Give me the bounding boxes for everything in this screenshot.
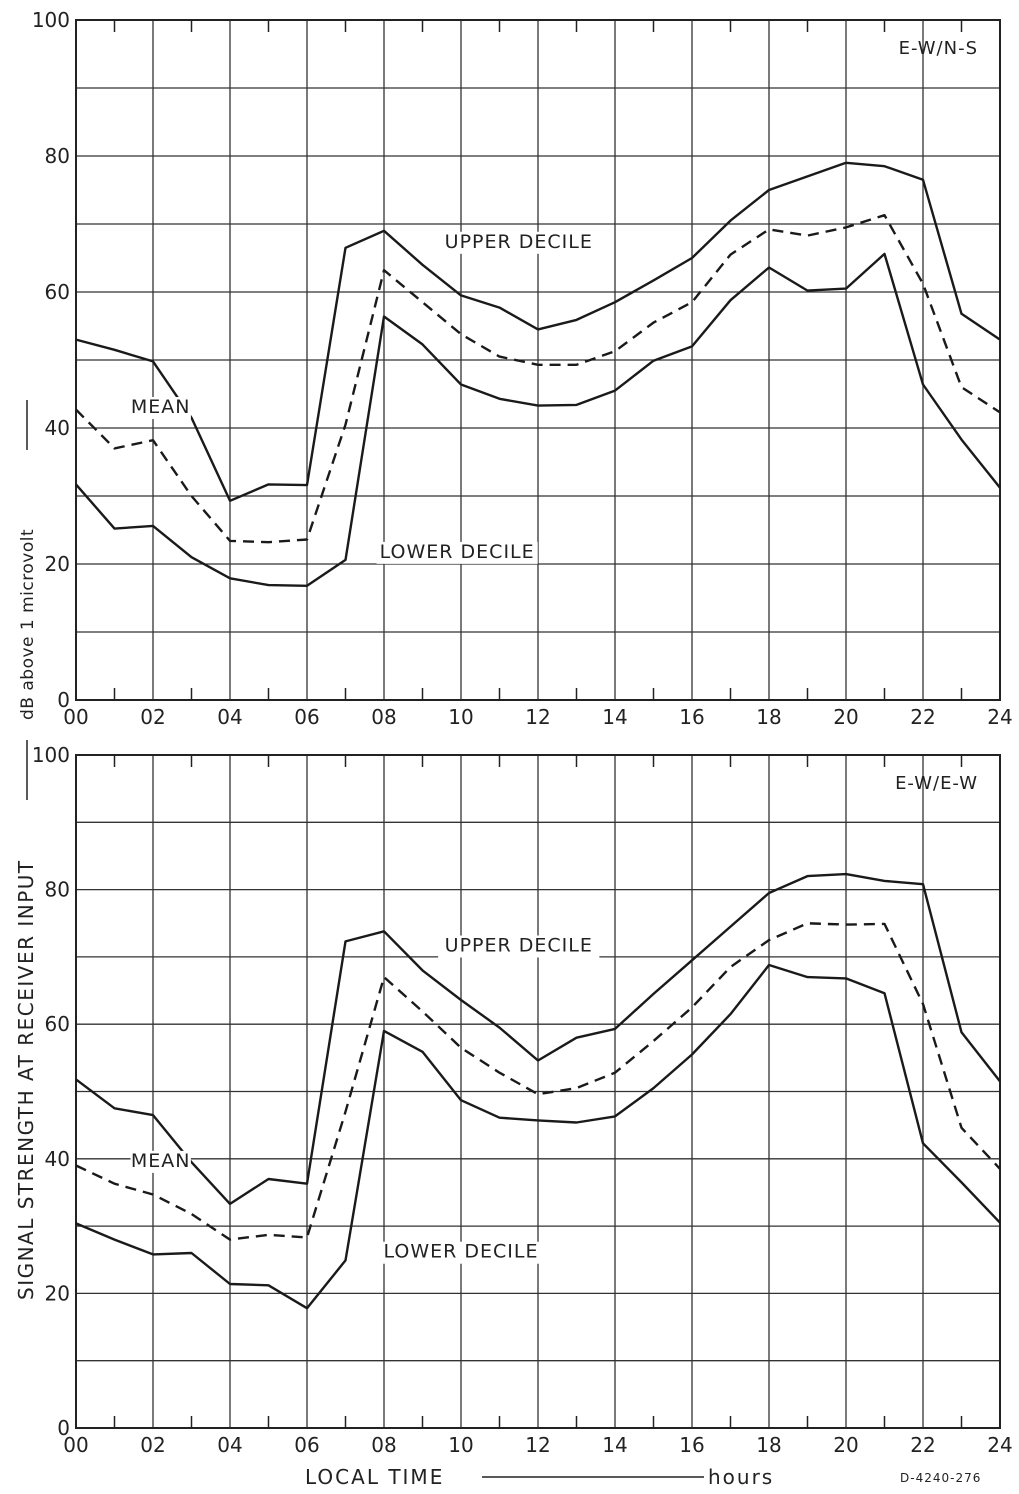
x-tick-label: 20 xyxy=(833,705,858,729)
curve-annotation: UPPER DECILE xyxy=(445,935,593,957)
x-tick-label: 00 xyxy=(63,705,88,729)
chart-panel-1: 0 20 40 60 80 100 00 02 04 06 08 10 12 14 16 18 20 22 24 E-… xyxy=(32,8,1013,729)
x-tick-label: 16 xyxy=(679,705,704,729)
series-line-lower-decile xyxy=(75,252,1001,587)
chart-panel-2: 0 20 40 60 80 100 00 02 04 06 08 10 12 14 16 18 20 22 24 E-… xyxy=(32,743,1013,1457)
x-tick-label: 12 xyxy=(525,1433,550,1457)
x-tick-label: 22 xyxy=(910,1433,935,1457)
y-tick-label: 80 xyxy=(45,878,70,902)
series-line-lower-decile xyxy=(75,963,1001,1310)
annotation-backdrop xyxy=(130,397,191,420)
curve-annotation: UPPER DECILE xyxy=(445,231,593,253)
x-tick-label: 10 xyxy=(448,1433,473,1457)
curve-annotation: MEAN xyxy=(131,396,191,418)
x-tick-label: 10 xyxy=(448,705,473,729)
x-axis-label-units: hours xyxy=(708,1465,774,1489)
x-axis-label: LOCAL TIME xyxy=(305,1465,444,1489)
y-tick-label: 80 xyxy=(45,144,70,168)
x-tick-label: 00 xyxy=(63,1433,88,1457)
x-tick-label: 02 xyxy=(140,1433,165,1457)
panel-label: E-W/N-S xyxy=(899,38,978,59)
y-tick-label: 0 xyxy=(57,688,70,712)
x-tick-label: 14 xyxy=(602,705,627,729)
x-tick-label: 04 xyxy=(217,705,242,729)
x-tick-label: 08 xyxy=(371,1433,396,1457)
x-tick-label: 18 xyxy=(756,705,781,729)
y-tick-label: 40 xyxy=(45,1147,70,1171)
y-tick-label: 100 xyxy=(32,8,70,32)
x-tick-label: 08 xyxy=(371,705,396,729)
series-line-mean xyxy=(75,213,1001,544)
figure-id: D-4240-276 xyxy=(900,1471,981,1485)
annotation-backdrop xyxy=(438,231,600,254)
y-tick-label: 40 xyxy=(45,416,70,440)
x-tick-label: 06 xyxy=(294,1433,319,1457)
x-tick-label: 16 xyxy=(679,1433,704,1457)
y-tick-label: 20 xyxy=(45,1281,70,1305)
x-tick-label: 06 xyxy=(294,705,319,729)
x-tick-label: 18 xyxy=(756,1433,781,1457)
plot-frame xyxy=(75,754,1001,1429)
x-tick-label: 04 xyxy=(217,1433,242,1457)
y-axis-label: SIGNAL STRENGTH AT RECEIVER INPUT xyxy=(14,859,38,1300)
y-tick-label: 60 xyxy=(45,280,70,304)
x-tick-label: 02 xyxy=(140,705,165,729)
y-axis-label-group: SIGNAL STRENGTH AT RECEIVER INPUT dB abo… xyxy=(14,400,38,1300)
plot-frame xyxy=(75,19,1001,701)
x-tick-label: 22 xyxy=(910,705,935,729)
curve-annotation: MEAN xyxy=(131,1150,191,1172)
series-line-mean xyxy=(75,922,1001,1241)
x-tick-label: 24 xyxy=(987,1433,1012,1457)
annotation-backdrop xyxy=(380,1241,542,1264)
y-axis-sublabel: dB above 1 microvolt xyxy=(18,529,38,720)
curve-annotation: LOWER DECILE xyxy=(380,541,535,563)
y-tick-label: 100 xyxy=(32,743,70,767)
annotation-backdrop xyxy=(438,935,600,958)
x-tick-label: 12 xyxy=(525,705,550,729)
panel-label: E-W/E-W xyxy=(895,773,978,794)
x-tick-label: 20 xyxy=(833,1433,858,1457)
curve-annotation: LOWER DECILE xyxy=(384,1241,539,1263)
x-tick-label: 14 xyxy=(602,1433,627,1457)
series-line-upper-decile xyxy=(75,872,1001,1206)
y-tick-label: 60 xyxy=(45,1012,70,1036)
x-tick-label: 24 xyxy=(987,705,1012,729)
annotation-backdrop xyxy=(130,1150,191,1173)
y-tick-label: 20 xyxy=(45,552,70,576)
series-line-upper-decile xyxy=(75,161,1001,502)
y-tick-label: 0 xyxy=(57,1416,70,1440)
annotation-backdrop xyxy=(376,541,538,564)
